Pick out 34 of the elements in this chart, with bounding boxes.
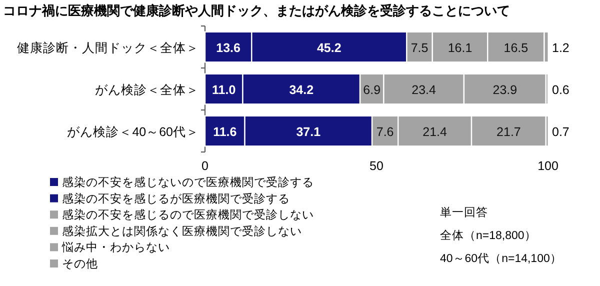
x-tick-label: 0 [202, 159, 209, 173]
data-label: 1.2 [552, 41, 570, 55]
data-label: 0.6 [552, 83, 570, 97]
text: 40～60代（n=14,100） [440, 252, 562, 265]
legend-label: 感染拡大とは関係なく医療機関で受診しない [62, 224, 302, 238]
chart-title: コロナ禍に医療機関で健康診断や人間ドック、またはがん検診を受診することについて [3, 3, 510, 18]
data-label: 37.1 [296, 125, 321, 139]
y-tick-label: 健康診断・人間ドック＜全体＞ [17, 41, 199, 55]
legend-label: 感染の不安を感じるが医療機関で受診する [62, 191, 290, 206]
data-label: 7.5 [410, 41, 428, 55]
data-label: 45.2 [316, 41, 342, 55]
data-label: 11.6 [213, 125, 237, 139]
data-label: 0.7 [552, 125, 570, 139]
data-label: 16.1 [448, 41, 472, 55]
x-tick-label: 100 [538, 159, 558, 173]
legend-label: 感染の不安を感じないので医療機関で受診する [62, 175, 314, 189]
data-label: 21.4 [422, 125, 448, 139]
x-tick-label: 50 [370, 159, 384, 173]
text: 単一回答 [440, 206, 488, 219]
legend-label: 感染の不安を感じるので医療機関で受診しない [62, 208, 314, 222]
data-label: 11.0 [212, 83, 236, 97]
data-label: 34.2 [289, 83, 314, 97]
data-label: 7.6 [376, 125, 394, 139]
data-label: 23.9 [492, 83, 518, 97]
data-label: 13.6 [216, 41, 241, 55]
legend-label: その他 [62, 258, 98, 270]
data-label: 23.4 [412, 83, 436, 97]
y-tick-label: がん検診＜40～60代＞ [67, 125, 199, 139]
y-tick-label: がん検診＜全体＞ [95, 83, 199, 97]
data-label: 6.9 [363, 83, 381, 97]
data-label: 21.7 [496, 125, 521, 139]
legend-label: 悩み中・わからない [61, 241, 170, 254]
data-label: 16.5 [504, 41, 528, 55]
text: 全体（n=18,800） [440, 229, 536, 242]
